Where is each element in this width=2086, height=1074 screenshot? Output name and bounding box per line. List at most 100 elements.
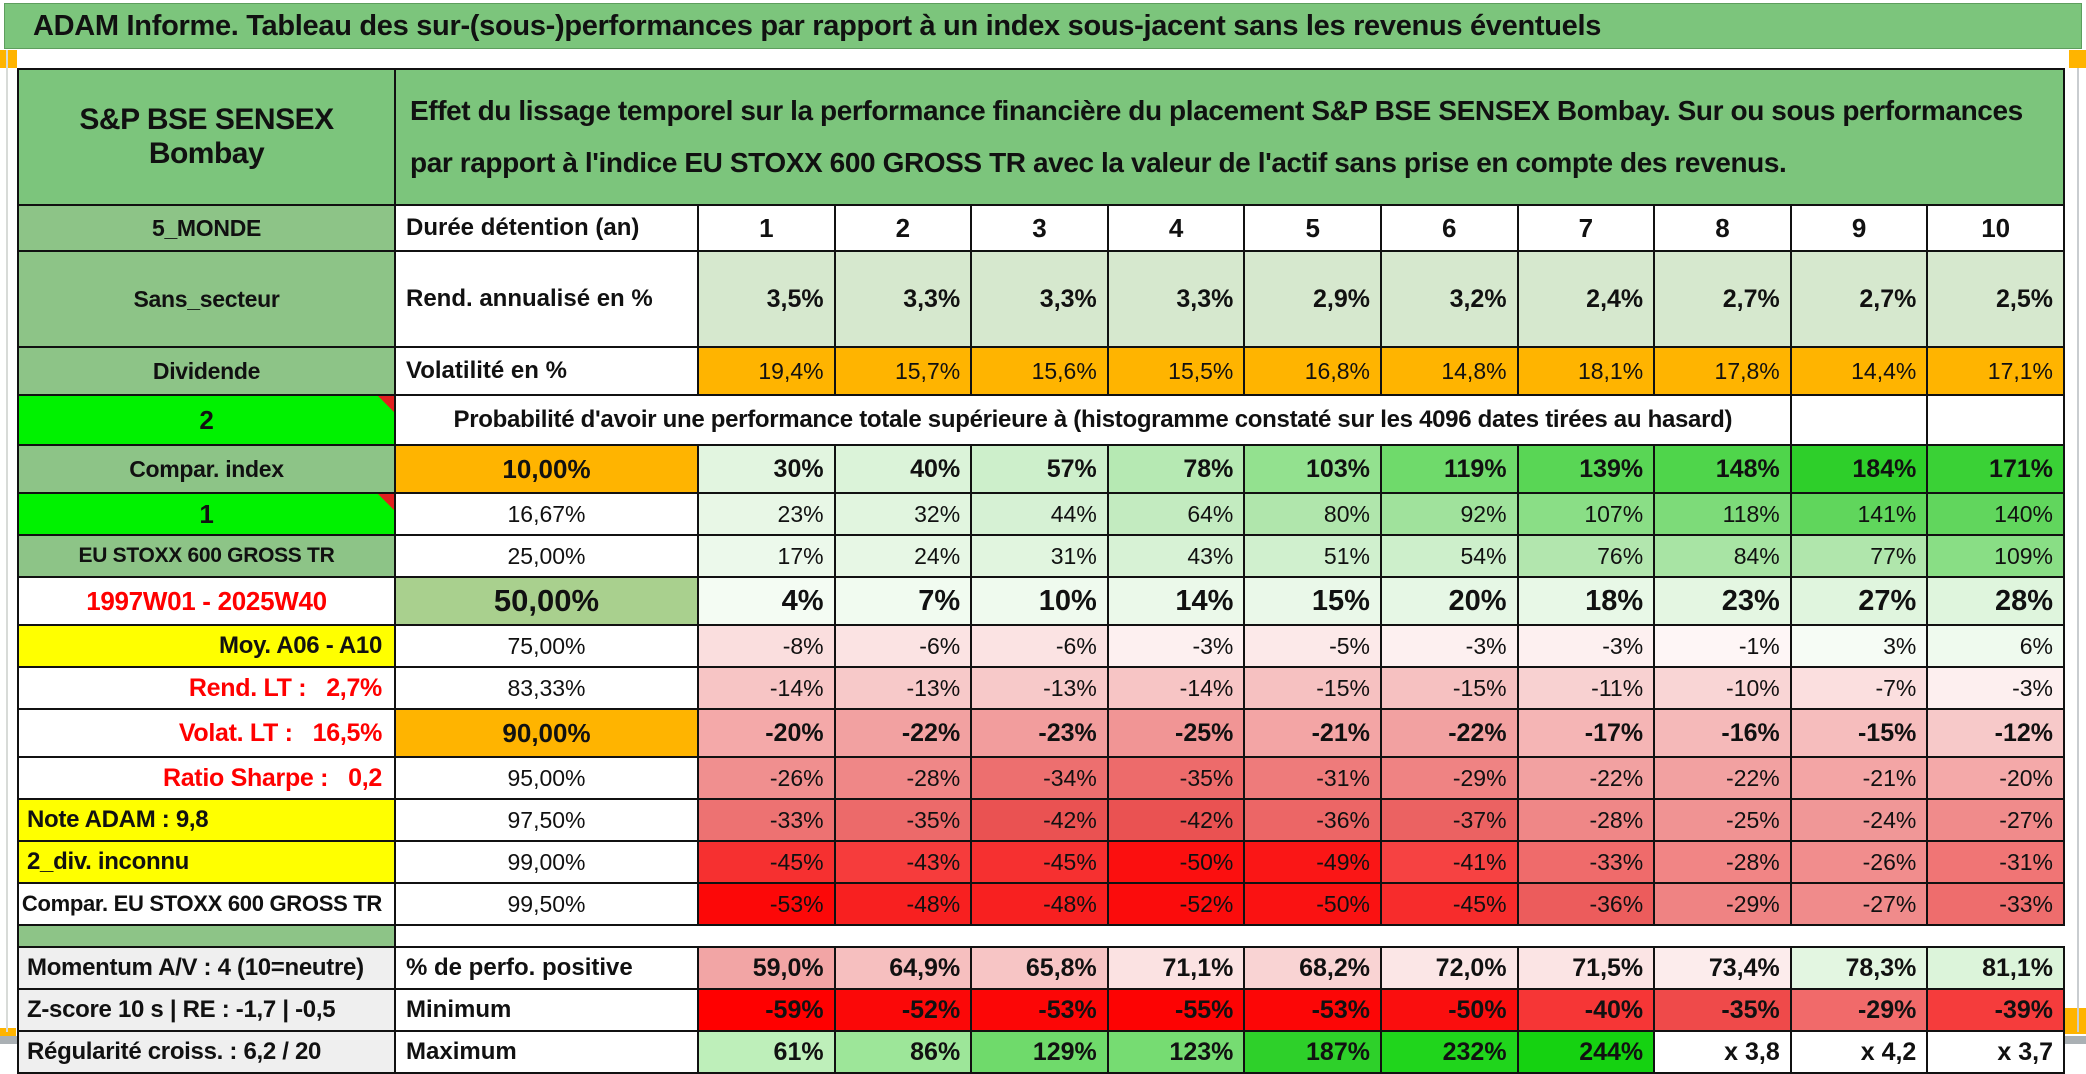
data-cell[interactable]: 7	[1516, 204, 1656, 252]
data-cell[interactable]: 3	[970, 204, 1109, 252]
data-cell[interactable]: 10	[1926, 204, 2065, 252]
data-cell[interactable]: 84%	[1653, 534, 1792, 578]
data-cell[interactable]: 76%	[1516, 534, 1656, 578]
data-cell[interactable]: -5%	[1243, 624, 1382, 668]
data-cell[interactable]: 24%	[833, 534, 973, 578]
row-header[interactable]: % de perfo. positive	[394, 946, 699, 990]
data-cell[interactable]: 1	[697, 204, 836, 252]
data-cell[interactable]: -28%	[1653, 840, 1792, 884]
data-cell[interactable]: 31%	[970, 534, 1109, 578]
data-cell[interactable]: -35%	[1653, 988, 1792, 1032]
data-cell[interactable]: 10%	[970, 576, 1109, 626]
data-cell[interactable]: 6%	[1926, 624, 2065, 668]
data-cell[interactable]: 7%	[833, 576, 973, 626]
data-cell[interactable]: -6%	[970, 624, 1109, 668]
data-cell[interactable]: -50%	[1243, 882, 1382, 926]
data-cell[interactable]: -33%	[697, 798, 836, 842]
data-cell[interactable]: 129%	[970, 1030, 1109, 1074]
data-cell[interactable]: 71,5%	[1516, 946, 1656, 990]
data-cell[interactable]: 19,4%	[697, 346, 836, 396]
data-cell[interactable]: -35%	[833, 798, 973, 842]
data-cell[interactable]: -55%	[1106, 988, 1246, 1032]
data-cell[interactable]: -53%	[970, 988, 1109, 1032]
data-cell[interactable]: -49%	[1243, 840, 1382, 884]
data-cell[interactable]: -42%	[970, 798, 1109, 842]
data-cell[interactable]: 92%	[1379, 492, 1519, 536]
data-cell[interactable]: -14%	[697, 666, 836, 710]
data-cell[interactable]: -27%	[1789, 882, 1929, 926]
data-cell[interactable]: 65,8%	[970, 946, 1109, 990]
data-cell[interactable]: -24%	[1789, 798, 1929, 842]
data-cell[interactable]: 2,7%	[1653, 250, 1792, 348]
data-cell[interactable]: x 4,2	[1789, 1030, 1929, 1074]
data-cell[interactable]: -25%	[1653, 798, 1792, 842]
data-cell[interactable]: -31%	[1926, 840, 2065, 884]
data-cell[interactable]: 107%	[1516, 492, 1656, 536]
data-cell[interactable]: -17%	[1516, 708, 1656, 758]
data-cell[interactable]: 81,1%	[1926, 946, 2065, 990]
data-cell[interactable]: -45%	[1379, 882, 1519, 926]
data-cell[interactable]: -45%	[697, 840, 836, 884]
data-cell[interactable]: 68,2%	[1243, 946, 1382, 990]
data-cell[interactable]: 61%	[697, 1030, 836, 1074]
data-cell[interactable]: -3%	[1516, 624, 1656, 668]
data-cell[interactable]: -27%	[1926, 798, 2065, 842]
row-header[interactable]: Volatilité en %	[394, 346, 699, 396]
data-cell[interactable]: 43%	[1106, 534, 1246, 578]
row-header[interactable]: 83,33%	[394, 666, 699, 710]
data-cell[interactable]: -10%	[1653, 666, 1792, 710]
data-cell[interactable]: 2,7%	[1789, 250, 1929, 348]
row-label[interactable]: 2	[17, 394, 396, 446]
data-cell[interactable]: 14,8%	[1379, 346, 1519, 396]
data-cell[interactable]: -33%	[1516, 840, 1656, 884]
data-cell[interactable]: x 3,8	[1653, 1030, 1792, 1074]
data-cell[interactable]: -39%	[1926, 988, 2065, 1032]
data-cell[interactable]: -53%	[697, 882, 836, 926]
data-cell[interactable]: -14%	[1106, 666, 1246, 710]
data-cell[interactable]: 16,8%	[1243, 346, 1382, 396]
row-header[interactable]: 97,50%	[394, 798, 699, 842]
data-cell[interactable]: -15%	[1379, 666, 1519, 710]
data-cell[interactable]: -15%	[1789, 708, 1929, 758]
data-cell[interactable]: 15,6%	[970, 346, 1109, 396]
row-header[interactable]: 75,00%	[394, 624, 699, 668]
row-header[interactable]: 10,00%	[394, 444, 699, 494]
data-cell[interactable]: 232%	[1379, 1030, 1519, 1074]
row-label[interactable]: Volat. LT : 16,5%	[17, 708, 396, 758]
data-cell[interactable]: 3,3%	[1106, 250, 1246, 348]
data-cell[interactable]: -7%	[1789, 666, 1929, 710]
data-cell[interactable]: 15,7%	[833, 346, 973, 396]
data-cell[interactable]: 15,5%	[1106, 346, 1246, 396]
row-label[interactable]: Compar. EU STOXX 600 GROSS TR	[17, 882, 396, 926]
data-cell[interactable]: -59%	[697, 988, 836, 1032]
probability-caption-cell[interactable]: Probabilité d'avoir une performance tota…	[394, 394, 1792, 446]
data-cell[interactable]: 59,0%	[697, 946, 836, 990]
empty-cell[interactable]	[1926, 394, 2065, 446]
row-header[interactable]: 16,67%	[394, 492, 699, 536]
data-cell[interactable]: -3%	[1926, 666, 2065, 710]
data-cell[interactable]: 72,0%	[1379, 946, 1519, 990]
data-cell[interactable]: 5	[1243, 204, 1382, 252]
data-cell[interactable]: -22%	[833, 708, 973, 758]
table-description-cell[interactable]: Effet du lissage temporel sur la perform…	[394, 68, 2065, 206]
data-cell[interactable]: 3%	[1789, 624, 1929, 668]
empty-cell[interactable]	[1789, 394, 1929, 446]
data-cell[interactable]: -29%	[1653, 882, 1792, 926]
row-label[interactable]: 1	[17, 492, 396, 536]
row-label[interactable]: Momentum A/V : 4 (10=neutre)	[17, 946, 396, 990]
row-header[interactable]: 99,50%	[394, 882, 699, 926]
data-cell[interactable]: -11%	[1516, 666, 1656, 710]
data-cell[interactable]: -13%	[970, 666, 1109, 710]
row-label[interactable]: EU STOXX 600 GROSS TR	[17, 534, 396, 578]
data-cell[interactable]: 184%	[1789, 444, 1929, 494]
row-header[interactable]: 25,00%	[394, 534, 699, 578]
data-cell[interactable]: -12%	[1926, 708, 2065, 758]
data-cell[interactable]: 27%	[1789, 576, 1929, 626]
row-label[interactable]: 1997W01 - 2025W40	[17, 576, 396, 626]
data-cell[interactable]: 14,4%	[1789, 346, 1929, 396]
data-cell[interactable]: -35%	[1106, 756, 1246, 800]
data-cell[interactable]: 17%	[697, 534, 836, 578]
row-header[interactable]: 90,00%	[394, 708, 699, 758]
row-label[interactable]: Ratio Sharpe : 0,2	[17, 756, 396, 800]
data-cell[interactable]: 187%	[1243, 1030, 1382, 1074]
